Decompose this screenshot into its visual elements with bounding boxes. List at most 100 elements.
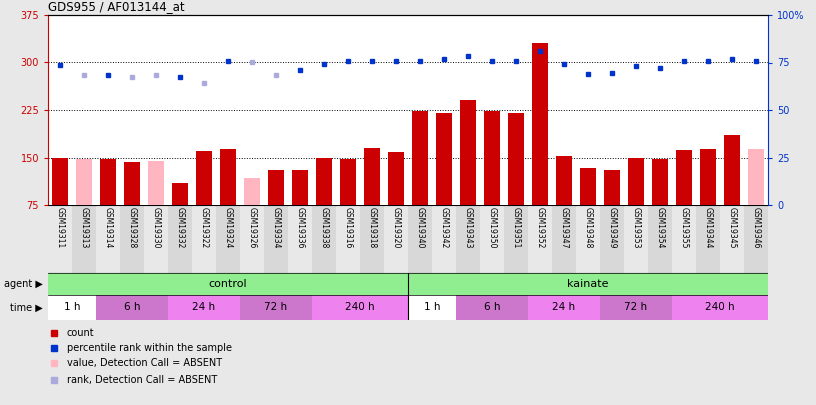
Text: rank, Detection Call = ABSENT: rank, Detection Call = ABSENT bbox=[67, 375, 217, 384]
Bar bbox=[336, 205, 360, 273]
Bar bbox=[72, 205, 96, 273]
Text: GSM19324: GSM19324 bbox=[224, 207, 233, 248]
Bar bbox=[120, 205, 144, 273]
Bar bbox=[600, 295, 672, 320]
Bar bbox=[504, 205, 528, 273]
Bar bbox=[312, 205, 336, 273]
Bar bbox=[672, 205, 696, 273]
Bar bbox=[192, 205, 216, 273]
Text: GSM19314: GSM19314 bbox=[104, 207, 113, 248]
Text: GSM19351: GSM19351 bbox=[512, 207, 521, 248]
Text: GSM19350: GSM19350 bbox=[487, 207, 496, 249]
Bar bbox=[48, 295, 96, 320]
Text: time ▶: time ▶ bbox=[11, 303, 43, 313]
Text: 72 h: 72 h bbox=[624, 303, 648, 313]
Bar bbox=[720, 205, 744, 273]
Bar bbox=[411, 111, 428, 205]
Text: GSM19326: GSM19326 bbox=[247, 207, 256, 248]
Bar bbox=[196, 151, 212, 205]
Bar bbox=[360, 205, 384, 273]
Text: control: control bbox=[209, 279, 247, 289]
Text: GSM19311: GSM19311 bbox=[55, 207, 64, 248]
Text: value, Detection Call = ABSENT: value, Detection Call = ABSENT bbox=[67, 358, 222, 369]
Bar bbox=[484, 111, 500, 205]
Bar bbox=[552, 205, 576, 273]
Bar bbox=[48, 273, 408, 295]
Text: 6 h: 6 h bbox=[484, 303, 500, 313]
Bar bbox=[676, 150, 693, 205]
Bar bbox=[672, 295, 768, 320]
Bar bbox=[480, 205, 504, 273]
Bar bbox=[508, 113, 525, 205]
Text: GSM19322: GSM19322 bbox=[199, 207, 209, 248]
Text: agent ▶: agent ▶ bbox=[4, 279, 43, 289]
Bar bbox=[244, 178, 260, 205]
Bar bbox=[264, 205, 288, 273]
Bar bbox=[724, 135, 740, 205]
Bar bbox=[48, 205, 72, 273]
Text: 240 h: 240 h bbox=[705, 303, 735, 313]
Bar bbox=[456, 295, 528, 320]
Bar bbox=[744, 205, 768, 273]
Text: 1 h: 1 h bbox=[64, 303, 80, 313]
Text: GSM19320: GSM19320 bbox=[392, 207, 401, 248]
Text: GSM19354: GSM19354 bbox=[655, 207, 664, 249]
Bar bbox=[312, 295, 408, 320]
Text: GSM19338: GSM19338 bbox=[320, 207, 329, 248]
Bar bbox=[220, 149, 237, 205]
Bar bbox=[531, 43, 548, 205]
Bar bbox=[408, 205, 432, 273]
Text: GSM19318: GSM19318 bbox=[367, 207, 376, 248]
Bar bbox=[96, 205, 120, 273]
Text: kainate: kainate bbox=[567, 279, 609, 289]
Text: GSM19345: GSM19345 bbox=[728, 207, 737, 249]
Bar bbox=[699, 149, 716, 205]
Bar bbox=[148, 161, 164, 205]
Text: GSM19336: GSM19336 bbox=[295, 207, 304, 249]
Text: GSM19316: GSM19316 bbox=[344, 207, 353, 248]
Bar bbox=[216, 205, 240, 273]
Bar bbox=[76, 160, 92, 205]
Text: percentile rank within the sample: percentile rank within the sample bbox=[67, 343, 232, 353]
Text: GDS955 / AF013144_at: GDS955 / AF013144_at bbox=[48, 0, 184, 13]
Bar bbox=[556, 156, 572, 205]
Bar bbox=[436, 113, 452, 205]
Bar bbox=[408, 295, 456, 320]
Text: GSM19343: GSM19343 bbox=[463, 207, 472, 249]
Bar bbox=[696, 205, 720, 273]
Text: 24 h: 24 h bbox=[193, 303, 215, 313]
Text: 240 h: 240 h bbox=[345, 303, 375, 313]
Bar bbox=[168, 295, 240, 320]
Text: GSM19344: GSM19344 bbox=[703, 207, 712, 249]
Text: count: count bbox=[67, 328, 95, 338]
Bar bbox=[100, 160, 117, 205]
Bar bbox=[579, 168, 596, 205]
Text: GSM19342: GSM19342 bbox=[440, 207, 449, 248]
Bar bbox=[240, 295, 312, 320]
Bar bbox=[364, 148, 380, 205]
Text: GSM19313: GSM19313 bbox=[79, 207, 88, 248]
Bar bbox=[384, 205, 408, 273]
Text: GSM19328: GSM19328 bbox=[127, 207, 136, 248]
Text: GSM19340: GSM19340 bbox=[415, 207, 424, 249]
Bar bbox=[123, 162, 140, 205]
Bar bbox=[747, 149, 765, 205]
Bar bbox=[652, 160, 668, 205]
Bar bbox=[628, 158, 645, 205]
Text: 72 h: 72 h bbox=[264, 303, 287, 313]
Text: GSM19334: GSM19334 bbox=[272, 207, 281, 249]
Text: 1 h: 1 h bbox=[424, 303, 441, 313]
Bar bbox=[408, 273, 768, 295]
Bar bbox=[171, 183, 188, 205]
Text: GSM19352: GSM19352 bbox=[535, 207, 544, 248]
Bar bbox=[388, 152, 405, 205]
Bar bbox=[96, 295, 168, 320]
Text: GSM19332: GSM19332 bbox=[175, 207, 184, 248]
Bar bbox=[459, 100, 477, 205]
Bar bbox=[268, 170, 285, 205]
Bar bbox=[144, 205, 168, 273]
Bar bbox=[240, 205, 264, 273]
Bar bbox=[576, 205, 600, 273]
Bar bbox=[624, 205, 648, 273]
Bar bbox=[648, 205, 672, 273]
